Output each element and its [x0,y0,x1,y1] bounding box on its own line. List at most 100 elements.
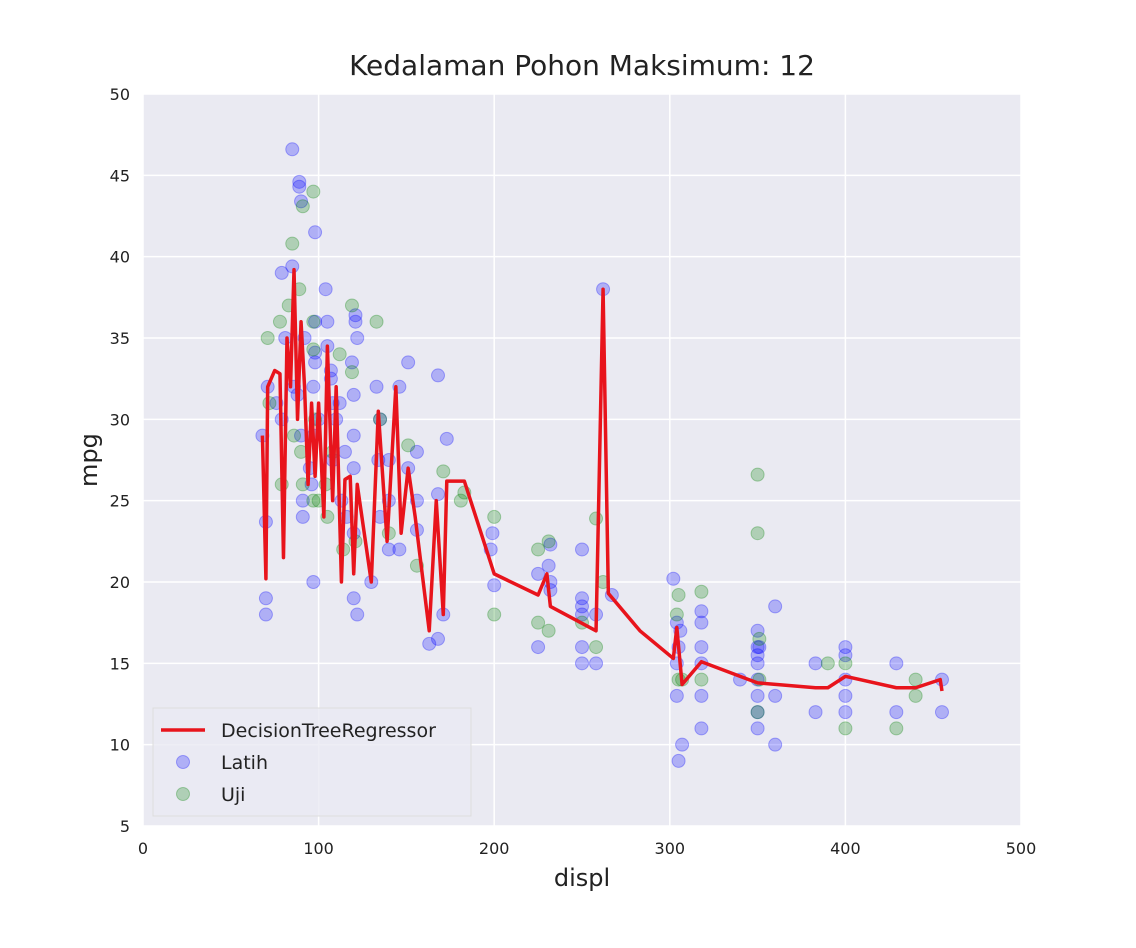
y-tick-label: 20 [110,573,130,592]
point [306,314,321,329]
point [750,688,765,703]
point [575,656,589,671]
point [350,331,365,345]
point [589,511,604,526]
point [531,566,546,581]
legend-swatch [176,755,190,769]
y-tick-label: 45 [110,166,130,185]
point [750,656,765,671]
point [694,584,709,599]
point [750,640,765,655]
point [838,705,853,720]
point [272,314,287,329]
point [306,342,321,357]
point [409,444,424,459]
y-tick-label: 40 [110,248,130,267]
point [750,705,765,720]
y-tick-label: 10 [110,736,130,755]
point [671,588,686,603]
point [531,542,546,557]
point [694,604,709,619]
point [750,526,765,541]
marks [255,142,949,768]
point [344,355,359,370]
legend-label: Latih [221,752,268,774]
point [575,542,589,557]
point [541,623,556,638]
point [694,640,709,655]
point [287,428,302,443]
point [750,705,765,720]
point [838,648,853,663]
point [669,607,684,622]
point [381,542,396,557]
point [431,487,446,502]
point [768,688,783,703]
chart-title: Kedalaman Pohon Maksimum: 12 [349,49,815,82]
x-tick-label: 100 [303,839,334,858]
point [575,591,589,606]
point [431,631,446,646]
point [308,355,323,370]
point [369,379,384,394]
point [308,225,323,240]
point [808,656,823,671]
point [669,688,684,703]
point [889,656,904,671]
point [666,571,681,586]
point [274,265,289,280]
point [589,656,604,671]
point [308,314,323,329]
point [306,184,321,199]
point [750,721,765,736]
point [295,199,310,214]
x-tick-label: 300 [655,839,686,858]
point [369,314,384,329]
point [838,688,853,703]
point [750,648,765,663]
point [768,737,783,752]
point [292,179,307,194]
point [808,705,823,720]
point [694,721,709,736]
point [306,575,321,589]
point [889,721,904,736]
line [260,267,944,692]
point [487,607,502,622]
point [258,591,273,606]
point [294,194,309,209]
legend-box [152,707,472,817]
legend-swatch [176,787,190,801]
point [487,578,502,593]
x-tick-label: 0 [138,839,148,858]
point [308,345,323,360]
point [285,236,300,251]
x-tick-label: 200 [479,839,510,858]
point [344,298,359,313]
point [541,558,556,573]
point [295,493,310,508]
point [531,615,546,630]
point [752,631,767,646]
point [401,438,416,453]
point [541,534,556,549]
y-tick-label: 25 [110,492,130,511]
point [589,640,604,655]
point [750,623,765,638]
point [346,428,361,443]
point [531,640,546,655]
point [318,282,333,297]
point [348,308,363,323]
point [392,542,407,557]
point [348,314,363,329]
point [292,174,307,189]
point [750,467,765,482]
point [543,537,558,552]
point [320,314,335,329]
point [838,640,853,655]
legend-label: Uji [221,784,245,806]
point [694,615,709,630]
point [422,636,437,651]
point [295,509,310,524]
point [575,599,589,614]
